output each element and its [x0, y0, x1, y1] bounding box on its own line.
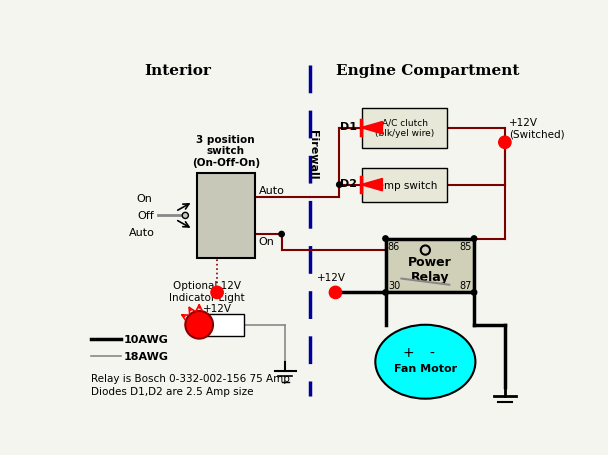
Text: 30: 30 [388, 280, 400, 290]
Text: D1: D1 [340, 122, 357, 132]
Text: 86: 86 [388, 241, 400, 251]
Text: 10AWG: 10AWG [123, 334, 168, 344]
Text: -: - [429, 346, 434, 360]
Text: Temp switch: Temp switch [373, 180, 437, 190]
Text: 87: 87 [460, 280, 472, 290]
Circle shape [182, 213, 188, 219]
Text: Firewall: Firewall [308, 130, 318, 179]
Circle shape [337, 182, 342, 188]
Text: D2: D2 [340, 179, 357, 189]
Circle shape [185, 311, 213, 339]
Text: 85: 85 [460, 241, 472, 251]
Text: Engine Compartment: Engine Compartment [336, 64, 520, 78]
Polygon shape [361, 179, 382, 192]
Bar [385, 239, 474, 293]
Text: Auto: Auto [129, 228, 154, 238]
Text: Diodes D1,D2 are 2.5 Amp size: Diodes D1,D2 are 2.5 Amp size [91, 386, 254, 396]
Text: +12V: +12V [202, 303, 232, 313]
Text: Power
Relay: Power Relay [408, 256, 452, 284]
Circle shape [471, 290, 477, 295]
Text: On: On [136, 194, 152, 204]
Ellipse shape [375, 325, 475, 399]
Circle shape [330, 287, 342, 299]
Text: Optional 12V
Indicator Light: Optional 12V Indicator Light [169, 280, 244, 302]
Text: A/C clutch
(blk/yel wire): A/C clutch (blk/yel wire) [375, 119, 434, 138]
Text: Interior: Interior [144, 64, 211, 78]
Text: Off: Off [138, 211, 154, 221]
Bar [362, 168, 447, 202]
Text: Fan Motor: Fan Motor [394, 363, 457, 373]
Text: +: + [402, 346, 414, 360]
Polygon shape [361, 122, 382, 135]
Circle shape [499, 137, 511, 149]
Text: Relay is Bosch 0-332-002-156 75 Amp: Relay is Bosch 0-332-002-156 75 Amp [91, 374, 290, 384]
Text: 3 position
switch
(On-Off-On): 3 position switch (On-Off-On) [192, 134, 260, 167]
Circle shape [279, 232, 285, 237]
Text: Auto: Auto [258, 186, 285, 196]
Circle shape [211, 287, 223, 299]
Bar [197, 174, 255, 258]
Text: On: On [258, 236, 274, 246]
Circle shape [383, 236, 389, 242]
Circle shape [383, 290, 389, 295]
Text: +12V
(Switched): +12V (Switched) [509, 117, 564, 139]
Circle shape [471, 236, 477, 242]
Bar [362, 108, 447, 148]
Text: 18AWG: 18AWG [123, 351, 169, 361]
Text: +12V: +12V [317, 272, 346, 282]
Bar [199, 314, 244, 336]
